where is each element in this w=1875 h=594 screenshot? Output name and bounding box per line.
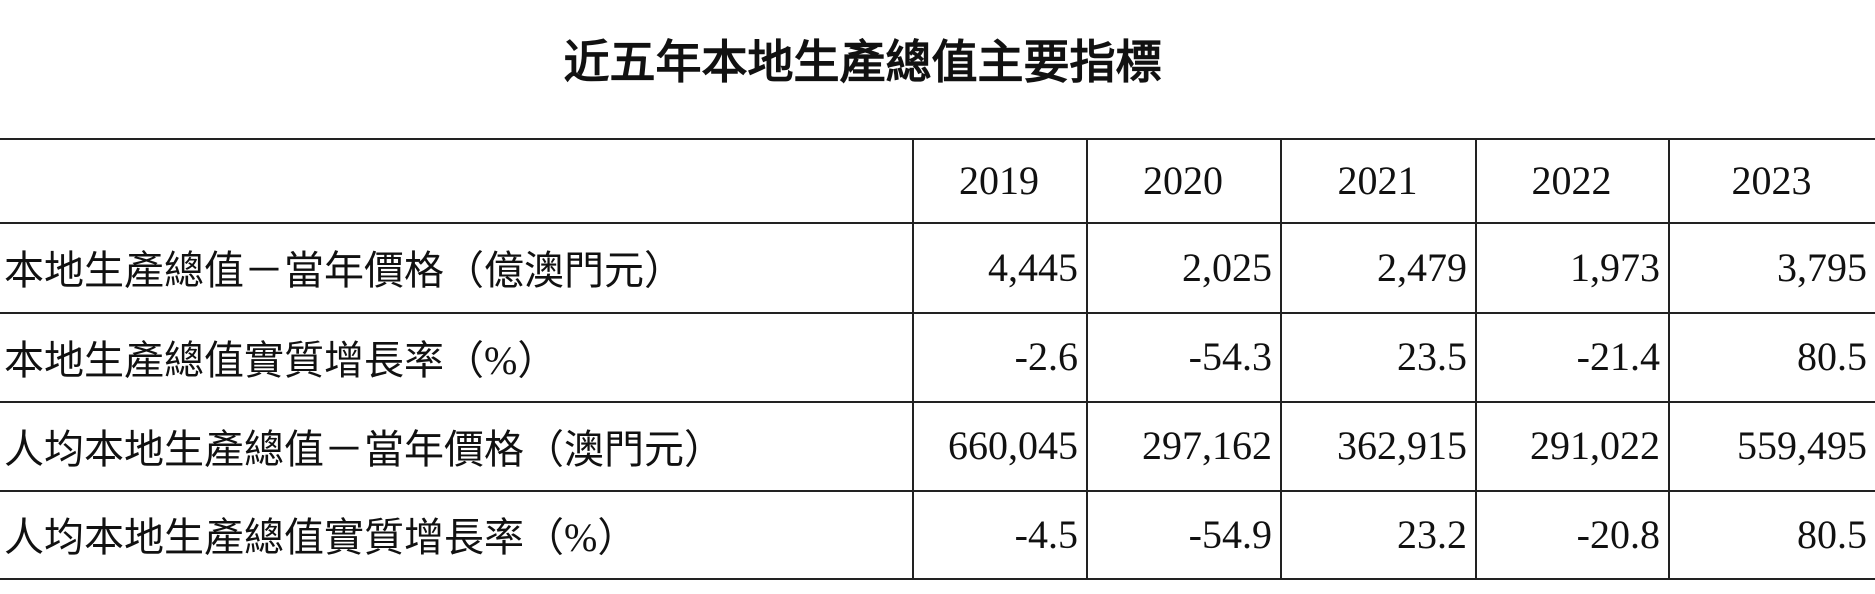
value-cell: 362,915 bbox=[1337, 423, 1467, 468]
value-cell: -54.3 bbox=[1188, 334, 1272, 379]
value-cell: 297,162 bbox=[1142, 423, 1272, 468]
value-cell: 660,045 bbox=[948, 423, 1078, 468]
value-cell: 1,973 bbox=[1570, 244, 1660, 290]
value-cell: -20.8 bbox=[1576, 511, 1660, 557]
value-cell: 2,479 bbox=[1377, 244, 1467, 290]
row-label: 本地生產總值實質增長率（%） bbox=[4, 337, 558, 383]
row-label: 人均本地生產總值－當年價格（澳門元） bbox=[4, 426, 724, 472]
row-label: 人均本地生產總值實質增長率（%） bbox=[4, 515, 638, 560]
value-cell: 559,495 bbox=[1737, 423, 1867, 468]
column-border bbox=[1280, 138, 1282, 578]
column-border bbox=[1086, 138, 1088, 578]
row-border bbox=[0, 222, 1875, 224]
column-header: 2020 bbox=[1143, 157, 1223, 203]
column-header: 2023 bbox=[1731, 157, 1812, 203]
value-cell: 23.2 bbox=[1397, 511, 1467, 557]
row-border bbox=[0, 138, 1875, 140]
title: 近五年本地生產總值主要指標 bbox=[563, 37, 1162, 88]
value-cell: -21.4 bbox=[1576, 334, 1660, 379]
value-cell: 23.5 bbox=[1397, 334, 1467, 379]
row-border bbox=[0, 490, 1875, 492]
value-cell: -54.9 bbox=[1188, 511, 1272, 557]
value-cell: 80.5 bbox=[1797, 511, 1867, 557]
column-header: 2021 bbox=[1337, 157, 1418, 203]
column-header: 2022 bbox=[1531, 157, 1612, 203]
value-cell: 4,445 bbox=[988, 244, 1078, 290]
column-border bbox=[912, 138, 914, 578]
value-cell: 291,022 bbox=[1530, 423, 1660, 468]
value-cell: 3,795 bbox=[1777, 244, 1867, 290]
column-header: 2019 bbox=[959, 157, 1039, 203]
value-cell: 2,025 bbox=[1182, 244, 1272, 290]
row-label: 本地生產總值－當年價格（億澳門元） bbox=[4, 248, 684, 293]
value-cell: -4.5 bbox=[1014, 511, 1078, 557]
table: 2019 2020 2021 2022 2023 本地生產總值－當年價格（億澳門元） 4,4… bbox=[0, 138, 1875, 580]
value-cell: 80.5 bbox=[1797, 334, 1867, 379]
row-border bbox=[0, 578, 1875, 580]
column-border bbox=[1668, 138, 1670, 578]
row-border bbox=[0, 312, 1875, 314]
row-border bbox=[0, 401, 1875, 403]
value-cell: -2.6 bbox=[1014, 334, 1078, 379]
column-border bbox=[1475, 138, 1477, 578]
